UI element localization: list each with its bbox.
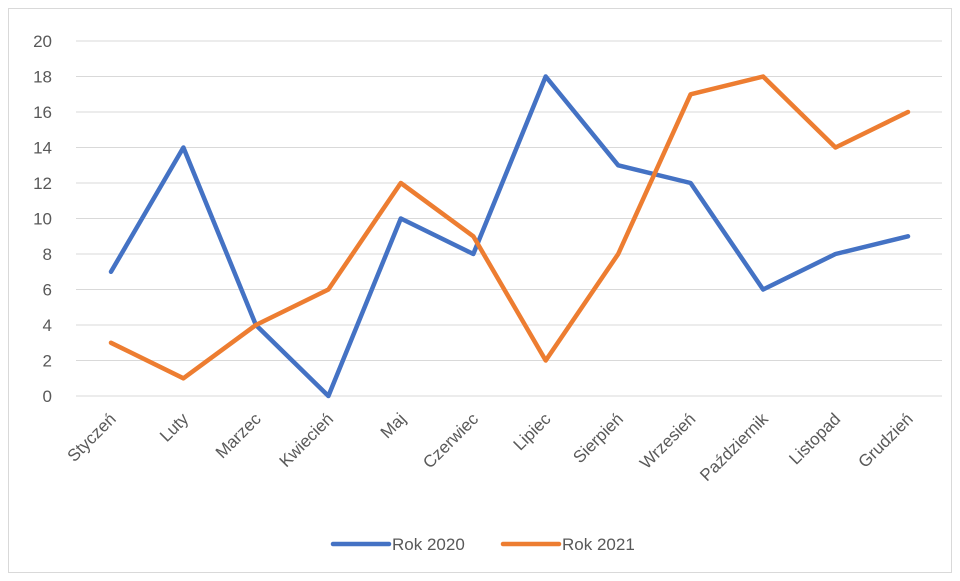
- y-tick-label: 10: [33, 210, 52, 229]
- y-tick-label: 8: [43, 245, 52, 264]
- y-tick-label: 12: [33, 174, 52, 193]
- y-tick-label: 16: [33, 103, 52, 122]
- legend-label: Rok 2020: [392, 535, 465, 554]
- x-tick-label: Lipiec: [510, 409, 555, 454]
- legend-label: Rok 2021: [562, 535, 635, 554]
- y-tick-label: 14: [33, 139, 52, 158]
- y-tick-label: 4: [43, 316, 52, 335]
- x-tick-label: Luty: [156, 409, 193, 446]
- y-tick-label: 6: [43, 281, 52, 300]
- x-tick-label: Grudzień: [855, 409, 917, 471]
- x-tick-label: Styczeń: [64, 409, 120, 465]
- legend: Rok 2020 Rok 2021: [330, 535, 635, 554]
- chart-frame: [8, 8, 952, 573]
- y-tick-label: 18: [33, 68, 52, 87]
- x-tick-label: Kwiecień: [276, 409, 338, 471]
- y-tick-label: 2: [43, 352, 52, 371]
- x-tick-label: Marzec: [212, 409, 265, 462]
- x-tick-label: Sierpień: [569, 409, 627, 467]
- y-tick-label: 0: [43, 387, 52, 406]
- y-tick-label: 20: [33, 32, 52, 51]
- y-axis-tick-labels: 0 2 4 6 8 10 12 14 16 18 20: [33, 32, 52, 406]
- x-tick-label: Listopad: [785, 409, 844, 468]
- x-tick-label: Czerwiec: [419, 409, 482, 472]
- x-tick-label: Wrzesień: [636, 409, 699, 472]
- x-axis-tick-labels: Styczeń Luty Marzec Kwiecień Maj Czerwiec Lipi…: [64, 409, 917, 485]
- x-tick-label: Październik: [696, 409, 772, 485]
- series-lines: [108, 74, 911, 399]
- grid-lines: [76, 40, 942, 397]
- x-tick-label: Maj: [377, 409, 410, 442]
- series-line-2: [108, 74, 911, 381]
- series-line-1: [108, 74, 911, 399]
